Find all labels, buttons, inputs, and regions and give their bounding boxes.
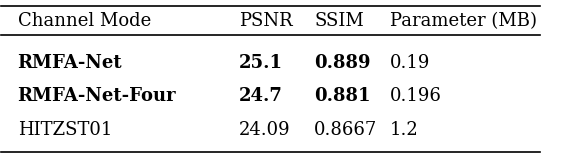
Text: 25.1: 25.1 xyxy=(238,54,282,72)
Text: 24.09: 24.09 xyxy=(238,121,290,139)
Text: SSIM: SSIM xyxy=(314,12,364,30)
Text: 0.889: 0.889 xyxy=(314,54,371,72)
Text: 0.196: 0.196 xyxy=(389,87,441,105)
Text: Parameter (MB): Parameter (MB) xyxy=(389,12,537,30)
Text: 1.2: 1.2 xyxy=(389,121,418,139)
Text: 0.8667: 0.8667 xyxy=(314,121,378,139)
Text: RMFA-Net: RMFA-Net xyxy=(18,54,122,72)
Text: HITZST01: HITZST01 xyxy=(18,121,112,139)
Text: 0.881: 0.881 xyxy=(314,87,371,105)
Text: 24.7: 24.7 xyxy=(238,87,282,105)
Text: PSNR: PSNR xyxy=(238,12,292,30)
Text: Channel Mode: Channel Mode xyxy=(18,12,151,30)
Text: RMFA-Net-Four: RMFA-Net-Four xyxy=(18,87,176,105)
Text: 0.19: 0.19 xyxy=(389,54,430,72)
